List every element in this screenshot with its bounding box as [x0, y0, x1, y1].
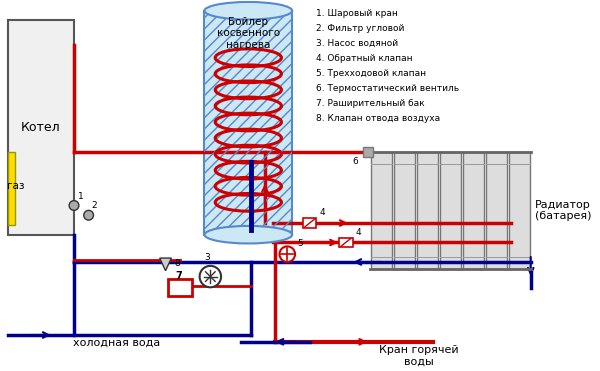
Text: Котел: Котел	[21, 121, 61, 134]
Text: 5. Трехходовой клапан: 5. Трехходовой клапан	[316, 69, 427, 78]
Bar	[8, 152, 14, 225]
Text: 4. Обратный клапан: 4. Обратный клапан	[316, 54, 413, 63]
Circle shape	[69, 201, 79, 210]
Text: 4: 4	[355, 228, 361, 237]
Bar	[417, 152, 438, 269]
Text: 1. Шаровый кран: 1. Шаровый кран	[316, 9, 398, 18]
Text: 2. Фильтр угловой: 2. Фильтр угловой	[316, 24, 405, 33]
Bar	[486, 152, 507, 269]
Bar	[303, 218, 316, 228]
Circle shape	[84, 210, 94, 220]
Text: 2: 2	[92, 201, 97, 210]
Bar	[394, 152, 415, 269]
Text: 3. Насос водяной: 3. Насос водяной	[316, 39, 398, 48]
Circle shape	[200, 266, 221, 287]
Bar	[205, 11, 292, 235]
Bar	[371, 152, 392, 269]
Text: 8. Клапан отвода воздуха: 8. Клапан отвода воздуха	[316, 114, 440, 124]
Text: 8: 8	[175, 259, 180, 268]
Text: газ: газ	[7, 181, 25, 191]
Circle shape	[280, 246, 295, 262]
Text: 6: 6	[353, 157, 358, 165]
Text: Бойлер
косвенного
нагрева: Бойлер косвенного нагрева	[217, 17, 280, 50]
Bar	[363, 147, 373, 157]
Text: 6. Термостатический вентиль: 6. Термостатический вентиль	[316, 84, 460, 93]
Bar	[463, 152, 484, 269]
Polygon shape	[160, 258, 172, 271]
Text: 7: 7	[175, 270, 182, 280]
Text: Кран горячей
воды: Кран горячей воды	[379, 345, 458, 366]
Ellipse shape	[205, 2, 292, 20]
Text: 7. Раширительный бак: 7. Раширительный бак	[316, 99, 425, 108]
Text: 5: 5	[297, 239, 303, 249]
Bar	[440, 152, 461, 269]
Bar	[509, 152, 530, 269]
Text: 1: 1	[78, 192, 83, 201]
Bar	[205, 11, 292, 235]
Text: холодная вода: холодная вода	[73, 338, 160, 348]
Bar	[8, 20, 74, 235]
Text: Радиатор
(батарея): Радиатор (батарея)	[535, 200, 591, 221]
Bar	[339, 237, 353, 247]
Ellipse shape	[205, 226, 292, 243]
Text: 3: 3	[205, 253, 210, 262]
Bar	[169, 279, 192, 296]
Text: 4: 4	[319, 208, 325, 217]
